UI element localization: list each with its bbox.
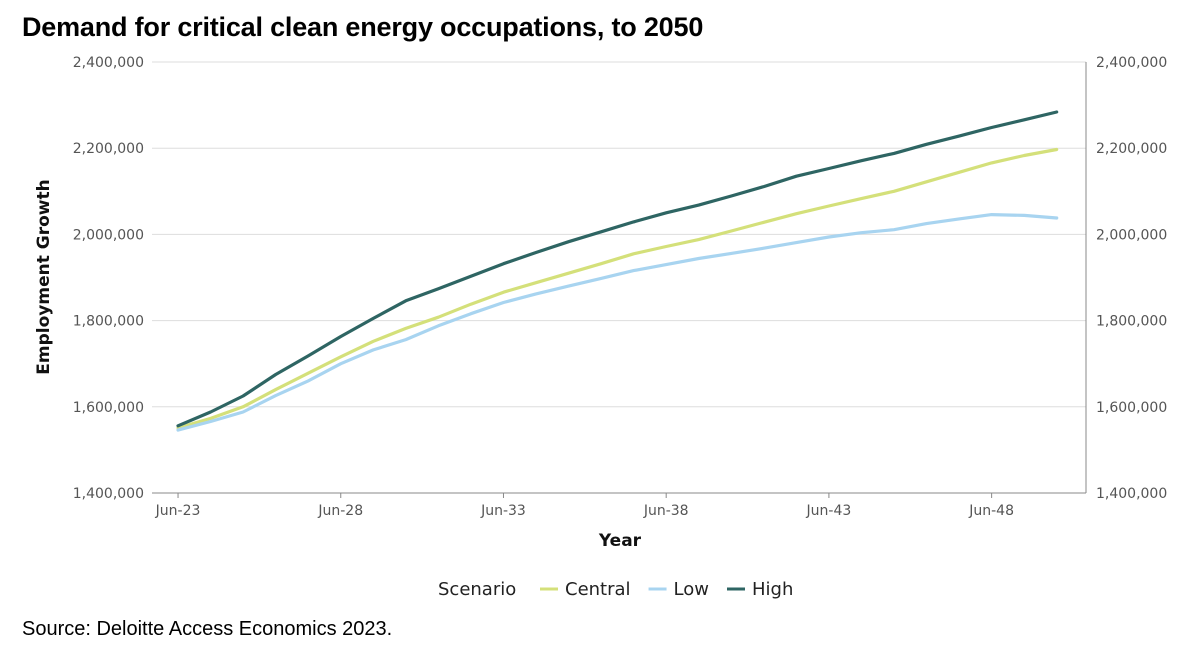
x-tick-label: Jun-33	[480, 503, 526, 519]
y-tick-label-right: 2,200,000	[1096, 141, 1167, 157]
series-line-central	[176, 147, 1059, 430]
legend-label-low: Low	[674, 579, 709, 600]
legend-label-high: High	[752, 579, 793, 600]
series-line-high	[176, 110, 1059, 428]
y-tick-label-right: 2,400,000	[1096, 55, 1167, 71]
series-line-low	[176, 213, 1059, 432]
legend: Scenario Central Low High	[438, 579, 793, 600]
y-tick-label-left: 2,400,000	[73, 55, 144, 71]
chart-title: Demand for critical clean energy occupat…	[22, 12, 704, 42]
x-axis-title: Year	[598, 531, 642, 551]
x-tick-label: Jun-43	[806, 503, 852, 519]
legend-title: Scenario	[438, 579, 516, 600]
y-tick-label-left: 1,800,000	[73, 314, 144, 330]
y-tick-label-left: 1,400,000	[73, 486, 144, 502]
x-tick-label: Jun-38	[643, 503, 689, 519]
x-tick-label: Jun-23	[155, 503, 201, 519]
axes: 1,400,000 1,400,000 1,600,000 1,600,000 1,80…	[73, 55, 1168, 519]
x-tick-label: Jun-28	[317, 503, 363, 519]
series-lines	[176, 110, 1059, 432]
y-axis-title: Employment Growth	[34, 179, 54, 374]
y-tick-label-left: 1,600,000	[73, 400, 144, 416]
y-tick-label-right: 1,400,000	[1096, 486, 1167, 502]
y-tick-label-right: 2,000,000	[1096, 227, 1167, 243]
y-tick-label-right: 1,800,000	[1096, 314, 1167, 330]
y-tick-label-left: 2,200,000	[73, 141, 144, 157]
gridlines	[152, 61, 1086, 494]
source-note: Source: Deloitte Access Economics 2023.	[22, 618, 393, 640]
legend-label-central: Central	[565, 579, 631, 600]
y-tick-label-right: 1,600,000	[1096, 400, 1167, 416]
x-tick-label: Jun-48	[968, 503, 1014, 519]
y-tick-label-left: 2,000,000	[73, 227, 144, 243]
